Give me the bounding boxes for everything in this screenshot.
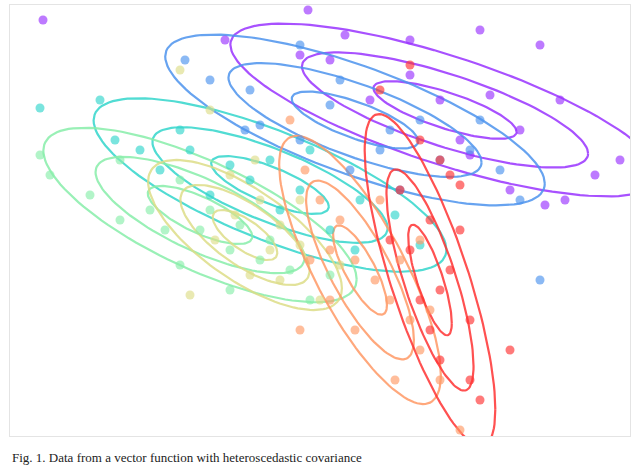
svg-text:Fig. 1. Data from a vector fun: Fig. 1. Data from a vector function with… [12, 450, 362, 465]
